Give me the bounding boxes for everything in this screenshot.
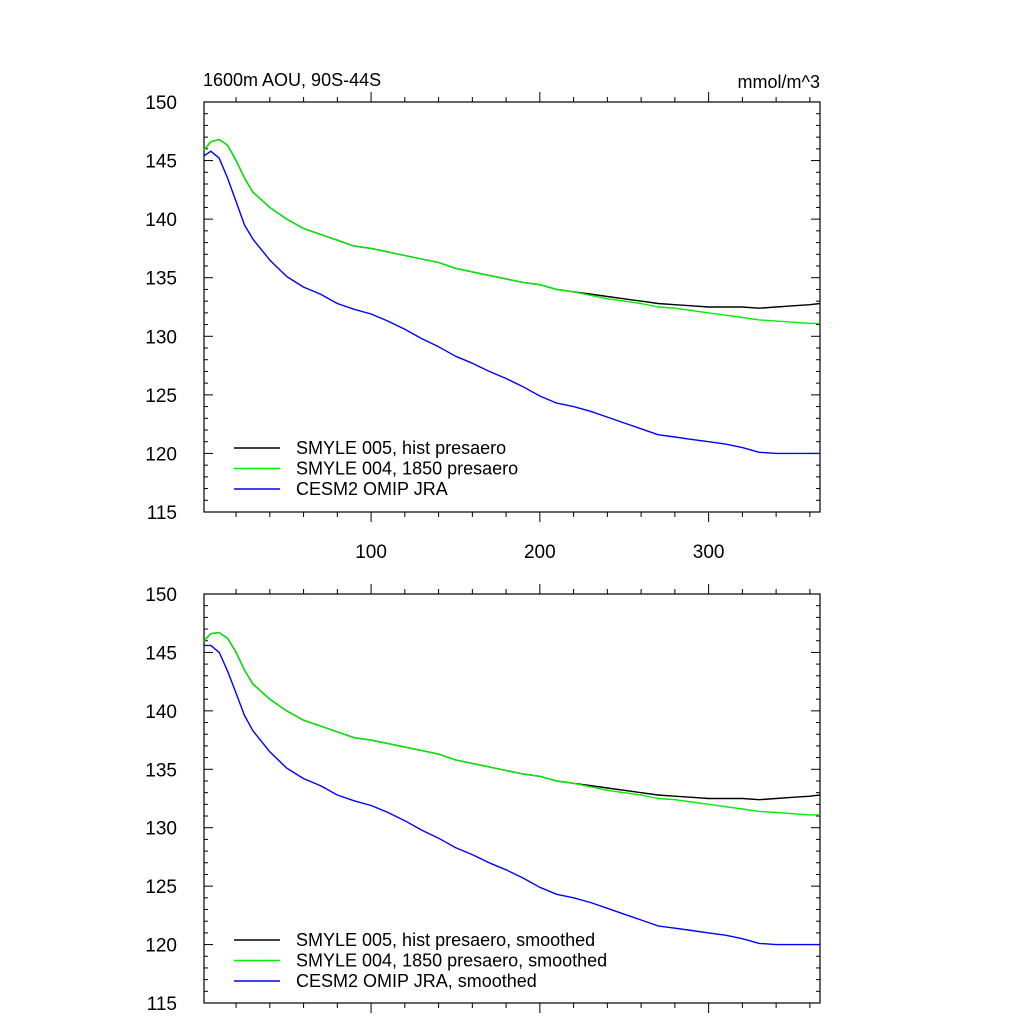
y-tick-label: 140 [145, 210, 177, 231]
plot-frame [203, 593, 821, 1004]
figure-title: 1600m AOU, 90S-44S [203, 70, 381, 90]
x-tick-label: 100 [355, 542, 387, 563]
x-tick-label: 200 [524, 542, 556, 563]
legend-label: SMYLE 004, 1850 presaero, smoothed [296, 951, 607, 971]
series-line-3 [203, 150, 820, 455]
legend-label: CESM2 OMIP JRA [296, 479, 448, 499]
y-tick-label: 130 [145, 819, 177, 840]
y-tick-label: 145 [145, 643, 177, 664]
legend-label: SMYLE 005, hist presaero, smoothed [296, 930, 595, 950]
y-tick-label: 115 [147, 503, 177, 524]
y-tick-label: 135 [145, 760, 177, 781]
series-line-2 [203, 631, 820, 816]
y-tick-label: 120 [145, 444, 177, 465]
legend-label: SMYLE 004, 1850 presaero [296, 459, 518, 479]
y-tick-label: 140 [145, 702, 177, 723]
y-tick-label: 145 [145, 152, 177, 173]
legend-label: SMYLE 005, hist presaero [296, 438, 506, 458]
series-line-2 [203, 138, 820, 325]
y-tick-label: 125 [145, 386, 177, 407]
y-tick-label: 150 [145, 93, 177, 114]
y-tick-label: 125 [145, 877, 177, 898]
units-label: mmol/m^3 [738, 72, 820, 92]
y-tick-label: 150 [145, 585, 177, 606]
bottom-panel: 115 120 125 130 135 140 145 150 SMYLE 005, hist … [145, 584, 821, 1015]
legend-label: CESM2 OMIP JRA, smoothed [296, 971, 537, 991]
x-tick-label: 300 [693, 542, 725, 563]
y-tick-label: 135 [145, 269, 177, 290]
plot-frame [203, 101, 821, 513]
y-tick-label: 130 [145, 327, 177, 348]
y-tick-label: 115 [147, 994, 177, 1015]
y-tick-label: 120 [145, 936, 177, 957]
top-panel: 115 120 125 130 135 140 145 150 100 200 300 SMYLE 0… [145, 92, 821, 563]
series-line-3 [204, 644, 820, 946]
